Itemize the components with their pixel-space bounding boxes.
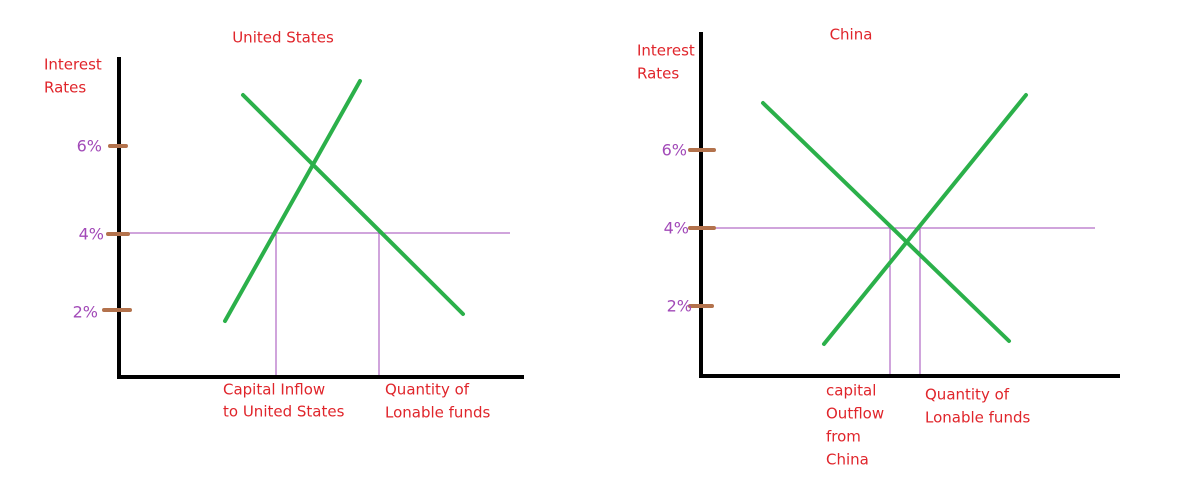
x-label: capital	[826, 382, 876, 400]
tick-label: 6%	[77, 137, 102, 156]
tick-label: 2%	[667, 297, 692, 316]
x-label: Quantity of	[925, 386, 1010, 404]
x-label: China	[826, 451, 869, 469]
y-label: Rates	[44, 79, 86, 97]
y-label: Interest	[637, 42, 695, 60]
tick-label: 6%	[662, 141, 687, 160]
x-label: Quantity of	[385, 381, 470, 399]
title: United States	[232, 29, 334, 47]
demand-curve	[761, 101, 1011, 343]
x-label: from	[826, 428, 861, 446]
tick-label: 4%	[79, 225, 104, 244]
x-label: Capital Inflow	[223, 381, 325, 399]
x-label: to United States	[223, 403, 345, 421]
tick-label: 2%	[73, 303, 98, 322]
title: China	[830, 26, 873, 44]
x-label: Lonable funds	[925, 409, 1030, 427]
tick-label: 4%	[664, 219, 689, 238]
x-label: Lonable funds	[385, 404, 490, 422]
supply-curve	[223, 79, 362, 323]
y-label: Rates	[637, 65, 679, 83]
panel-china: China Interest Rates 6% 4% 2% capital Ou…	[637, 26, 1120, 469]
y-label: Interest	[44, 56, 102, 74]
demand-curve	[241, 93, 465, 316]
panel-us: United States Interest Rates 6% 4% 2% Ca…	[44, 29, 524, 422]
supply-curve	[822, 93, 1028, 346]
x-label: Outflow	[826, 405, 884, 423]
